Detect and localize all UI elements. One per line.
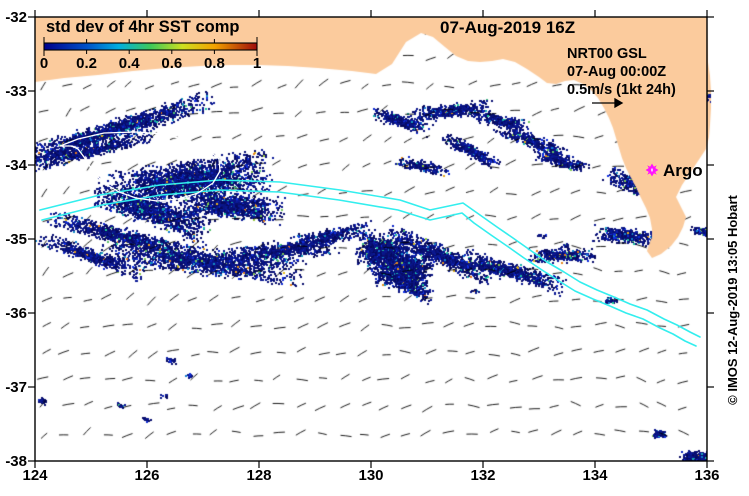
svg-text:130: 130 <box>358 467 383 484</box>
svg-text:0.5m/s (1kt 24h): 0.5m/s (1kt 24h) <box>567 82 676 98</box>
svg-text:-36: -36 <box>5 305 27 322</box>
svg-text:132: 132 <box>470 467 495 484</box>
svg-text:0: 0 <box>40 55 48 72</box>
svg-text:-38: -38 <box>5 453 27 470</box>
svg-text:© IMOS 12-Aug-2019 13:05 Hobar: © IMOS 12-Aug-2019 13:05 Hobart <box>725 194 740 404</box>
svg-text:136: 136 <box>694 467 719 484</box>
svg-text:0.2: 0.2 <box>76 55 97 72</box>
svg-text:NRT00 GSL: NRT00 GSL <box>567 46 647 62</box>
svg-text:-37: -37 <box>5 379 27 396</box>
svg-text:128: 128 <box>246 467 271 484</box>
svg-text:std dev of 4hr SST comp: std dev of 4hr SST comp <box>46 18 239 36</box>
svg-text:126: 126 <box>134 467 159 484</box>
svg-text:-34: -34 <box>5 157 27 174</box>
svg-text:0.6: 0.6 <box>161 55 182 72</box>
svg-text:-33: -33 <box>5 83 27 100</box>
svg-text:Argo: Argo <box>663 161 703 180</box>
svg-text:1: 1 <box>253 55 261 72</box>
svg-text:07-Aug-2019 16Z: 07-Aug-2019 16Z <box>440 18 575 37</box>
svg-text:07-Aug 00:00Z: 07-Aug 00:00Z <box>567 64 666 80</box>
svg-text:134: 134 <box>582 467 608 484</box>
svg-text:0.8: 0.8 <box>204 55 225 72</box>
svg-text:-35: -35 <box>5 231 27 248</box>
svg-text:-32: -32 <box>5 9 27 26</box>
svg-text:0.4: 0.4 <box>119 55 141 72</box>
